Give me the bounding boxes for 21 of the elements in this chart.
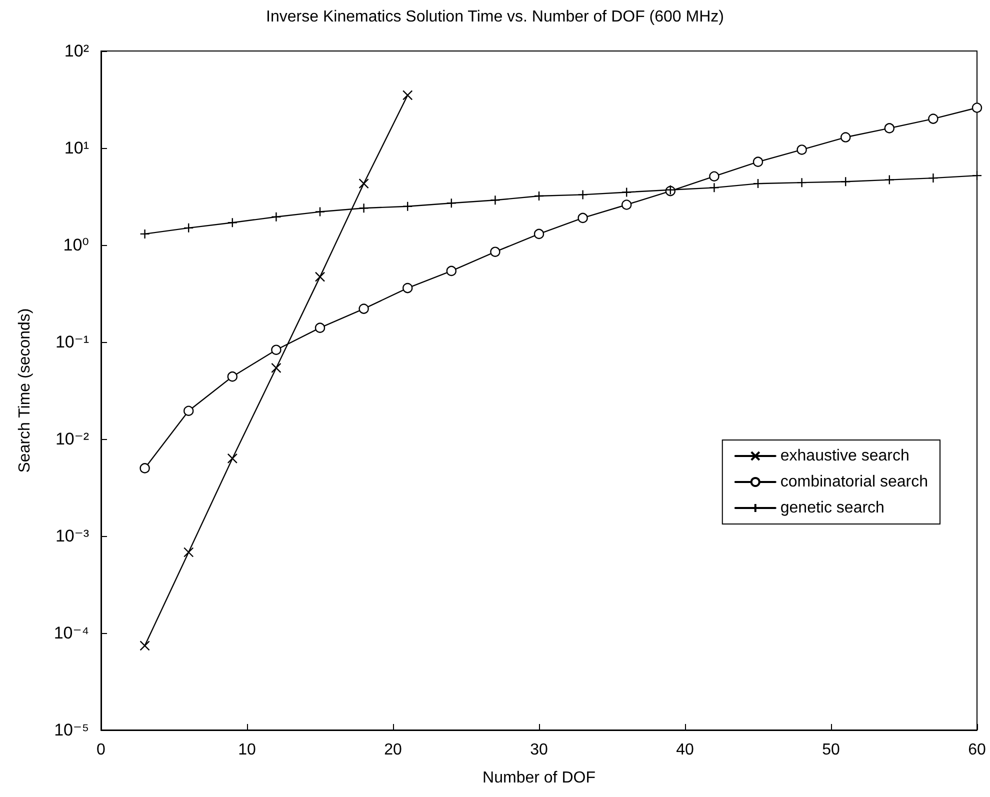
y-tick-label: 10⁻⁵	[54, 720, 89, 740]
x-tick-label: 60	[968, 742, 986, 758]
y-tick-label: 10²	[64, 42, 90, 60]
x-tick-label: 10	[238, 742, 256, 758]
x-tick-label: 50	[822, 742, 840, 758]
y-tick-label: 10⁻²	[55, 430, 90, 448]
y-tick-label: 10¹	[64, 138, 90, 158]
legend-label: combinatorial search	[780, 474, 928, 490]
x-tick-label: 20	[384, 742, 402, 758]
x-tick-label: 40	[676, 742, 694, 758]
chart-title: Inverse Kinematics Solution Time vs. Number of DOF (600 MHz)	[266, 8, 724, 26]
x-tick-label: 30	[530, 742, 548, 758]
legend-label: genetic search	[780, 500, 884, 516]
y-tick-label: 10⁰	[63, 236, 90, 254]
x-axis-title: Number of DOF	[482, 770, 596, 786]
y-tick-label: 10⁻³	[55, 526, 90, 546]
legend-label: exhaustive search	[780, 448, 910, 464]
x-tick-label: 0	[96, 742, 106, 758]
y-tick-label: 10⁻¹	[55, 332, 90, 352]
y-tick-label: 10⁻⁴	[54, 624, 89, 642]
y-axis-title: Search Time (seconds)	[16, 308, 34, 473]
